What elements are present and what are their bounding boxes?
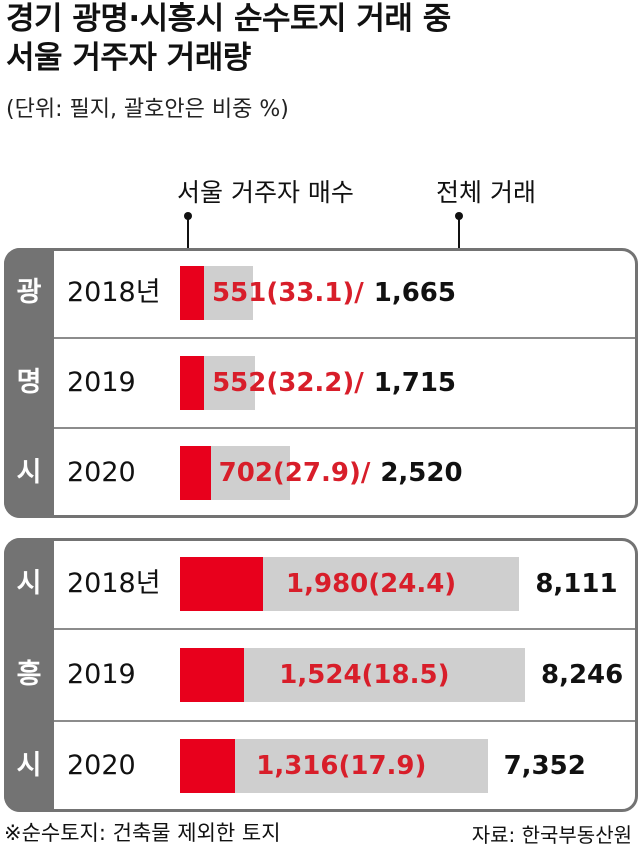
row-separator: [54, 628, 635, 631]
source-note: 자료: 한국부동산원: [471, 823, 632, 847]
legend-total: 전체 거래: [436, 178, 536, 207]
value-label-seoul: 702(27.9)/: [218, 458, 371, 488]
value-label-total: 7,352: [503, 751, 586, 782]
bar-seoul: [180, 446, 211, 500]
value-label-total: 8,111: [535, 568, 618, 599]
row-separator: [54, 337, 635, 339]
group-side-char: 시: [16, 567, 42, 599]
group-side-char: 시: [16, 457, 42, 488]
legend-seoul: 서울 거주자 매수: [177, 178, 354, 207]
value-label-total: 1,715: [373, 368, 457, 398]
category-label: 2018년: [67, 567, 161, 599]
value-label-seoul: 552(32.2)/: [212, 368, 364, 398]
group-side-panel: [4, 538, 54, 812]
value-label-total: 1,665: [373, 278, 456, 308]
unit-note: (단위: 필지, 괄호안은 비중 %): [6, 97, 289, 122]
group-side-char: 시: [16, 750, 42, 782]
value-label-total: 2,520: [380, 458, 463, 488]
title-line-1: 경기 광명·시흥시 순수토지 거래 중: [6, 1, 451, 37]
value-label-seoul: 1,316(17.9): [256, 751, 427, 782]
bar-seoul: [180, 266, 205, 320]
group-side-panel: [4, 248, 54, 518]
group-siheung: 시 흥 시 2018년 1,980(24.4) 8,111 2019 1,524(18.5) 8…: [4, 538, 638, 812]
legend-seoul-leader: [187, 216, 189, 262]
bar-seoul: [180, 556, 263, 611]
group-side-char: 광: [16, 277, 42, 308]
value-label-seoul: 1,980(24.4): [286, 568, 457, 599]
title-line-2: 서울 거주자 거래량: [6, 40, 251, 76]
group-frame: [4, 538, 638, 812]
group-frame: [4, 248, 638, 518]
bar-seoul: [180, 648, 244, 702]
group-side-char: 흥: [16, 659, 42, 690]
bar-seoul: [180, 356, 205, 410]
category-label: 2019: [67, 367, 136, 398]
group-side-char: 명: [16, 367, 42, 398]
value-label-total: 8,246: [541, 660, 624, 690]
chart-title: 경기 광명·시흥시 순수토지 거래 중 서울 거주자 거래량: [6, 0, 451, 78]
category-label: 2018년: [67, 277, 161, 308]
category-label: 2020: [67, 457, 136, 488]
category-label: 2020: [67, 750, 136, 782]
row-separator: [54, 427, 635, 429]
value-label-seoul: 551(33.1)/: [212, 278, 364, 308]
value-label-seoul: 1,524(18.5): [279, 660, 450, 690]
row-separator: [54, 719, 635, 722]
category-label: 2019: [67, 659, 136, 690]
bar-seoul: [180, 739, 236, 794]
footnote: ※순수토지: 건축물 제외한 토지: [4, 821, 281, 845]
